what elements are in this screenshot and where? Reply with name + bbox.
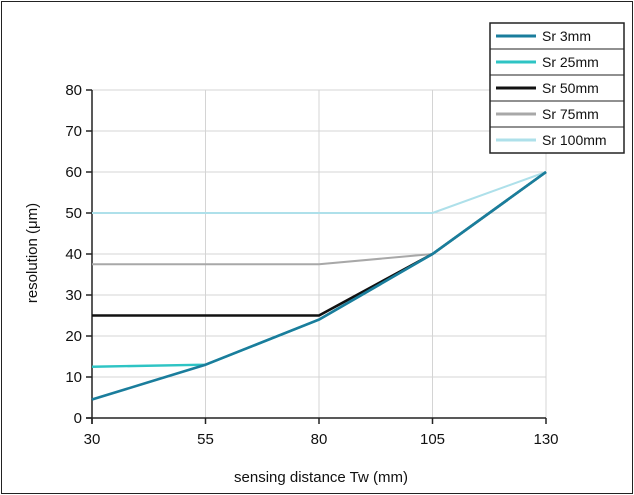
y-tick-label: 40	[65, 246, 82, 263]
legend-label: Sr 75mm	[542, 106, 599, 122]
series-lines	[91, 170, 547, 401]
series-line-sr-3mm	[91, 170, 547, 401]
y-tick-label: 70	[65, 123, 82, 140]
grid	[92, 89, 547, 418]
legend-label: Sr 25mm	[542, 54, 599, 70]
x-tick-label: 55	[197, 431, 214, 448]
y-tick-label: 20	[65, 328, 82, 345]
y-tick-label: 80	[65, 82, 82, 99]
y-tick-label: 30	[65, 287, 82, 304]
x-tick-label: 130	[533, 431, 558, 448]
y-axis-label: resolution (μm)	[24, 203, 41, 303]
legend-label: Sr 3mm	[542, 28, 591, 44]
series-line-sr-100mm	[92, 171, 547, 214]
legend: Sr 3mm Sr 25mm Sr 50mm Sr 75mm Sr 100mm	[489, 22, 625, 154]
x-tick-label: 80	[311, 431, 328, 448]
y-tick-label: 10	[65, 369, 82, 386]
y-tick-label: 0	[74, 410, 82, 427]
legend-label: Sr 100mm	[542, 132, 607, 148]
axes	[86, 89, 547, 424]
x-axis-label: sensing distance Tw (mm)	[234, 469, 408, 486]
legend-label: Sr 50mm	[542, 80, 599, 96]
x-tick-label: 105	[420, 431, 445, 448]
y-tick-label: 60	[65, 164, 82, 181]
x-tick-label: 30	[84, 431, 101, 448]
y-tick-label: 50	[65, 205, 82, 222]
tick-labels: 0 10 20 30 40 50 60 70 80 30 55 80 105 130	[65, 82, 558, 448]
